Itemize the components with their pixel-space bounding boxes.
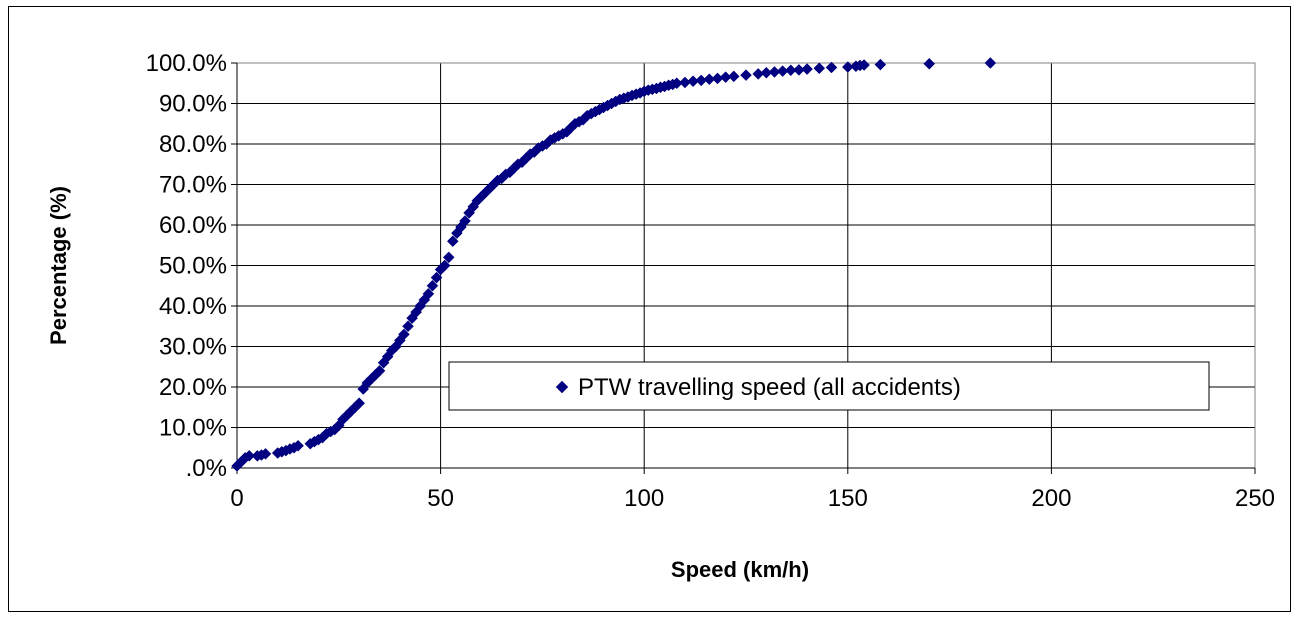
- y-axis-title: Percentage (%): [46, 186, 71, 345]
- data-point: [422, 287, 435, 300]
- data-point: [398, 328, 410, 341]
- y-tick-label: 20.0%: [159, 374, 227, 401]
- x-tick-label: 200: [1031, 485, 1071, 512]
- data-point: [442, 251, 455, 264]
- data-point: [259, 447, 272, 460]
- legend-marker-icon: [555, 380, 569, 394]
- x-tick-label: 100: [624, 485, 664, 512]
- legend-box: [448, 361, 1210, 411]
- chart-frame: [8, 6, 1291, 612]
- y-tick-label: 60.0%: [159, 212, 227, 239]
- x-tick-label: 150: [828, 485, 868, 512]
- data-point: [874, 58, 887, 71]
- y-axis-ticks: .0% 10.0% 20.0% 30.0% 40.0% 50.0% 60.0% 70.0% 80…: [146, 50, 237, 482]
- data-point: [813, 62, 826, 75]
- y-tick-label: 30.0%: [159, 334, 227, 361]
- y-tick-label: 50.0%: [159, 253, 227, 280]
- data-point: [292, 439, 304, 452]
- data-point: [446, 235, 459, 248]
- x-axis-ticks: 0 50 100 150 200 250: [230, 468, 1275, 512]
- x-axis-title: Speed (km/h): [671, 557, 809, 582]
- data-point: [459, 215, 471, 227]
- data-point: [784, 64, 797, 77]
- series-ptw-speed: [231, 57, 997, 472]
- y-tick-label: 90.0%: [159, 91, 227, 118]
- data-point: [740, 69, 752, 82]
- data-point: [923, 57, 936, 70]
- y-tick-label: 40.0%: [159, 293, 227, 320]
- data-point: [825, 61, 838, 74]
- data-point: [353, 397, 366, 410]
- data-point: [727, 70, 740, 83]
- data-point: [430, 271, 443, 284]
- x-tick-label: 50: [427, 485, 454, 512]
- data-point: [426, 279, 439, 292]
- data-point: [984, 57, 997, 69]
- legend: PTW travelling speed (all accidents): [448, 361, 1210, 411]
- y-tick-label: .0%: [186, 455, 227, 482]
- legend-label: PTW travelling speed (all accidents): [578, 374, 961, 401]
- x-tick-label: 250: [1235, 485, 1275, 512]
- y-tick-label: 100.0%: [146, 50, 227, 77]
- data-point: [373, 364, 386, 377]
- data-point: [402, 320, 414, 333]
- data-point: [243, 449, 256, 462]
- data-point: [438, 259, 451, 272]
- y-tick-label: 80.0%: [159, 131, 227, 158]
- x-tick-label: 0: [230, 485, 243, 512]
- data-point: [858, 59, 870, 71]
- y-tick-label: 70.0%: [159, 172, 227, 199]
- data-point: [801, 63, 813, 75]
- y-tick-label: 10.0%: [159, 415, 227, 442]
